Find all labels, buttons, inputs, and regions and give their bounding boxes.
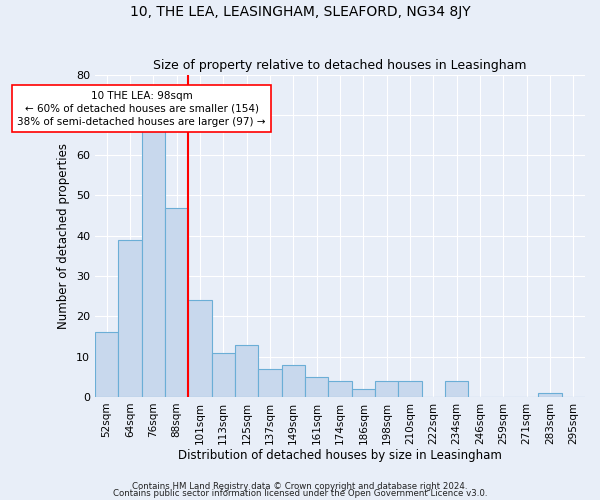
- Bar: [212, 352, 235, 397]
- Text: 10 THE LEA: 98sqm
← 60% of detached houses are smaller (154)
38% of semi-detache: 10 THE LEA: 98sqm ← 60% of detached hous…: [17, 90, 266, 127]
- Y-axis label: Number of detached properties: Number of detached properties: [58, 143, 70, 329]
- Bar: [259, 368, 281, 397]
- Bar: [142, 131, 165, 397]
- Bar: [398, 381, 422, 397]
- Bar: [95, 332, 118, 397]
- Text: Contains public sector information licensed under the Open Government Licence v3: Contains public sector information licen…: [113, 490, 487, 498]
- Bar: [188, 300, 212, 397]
- Bar: [328, 381, 352, 397]
- Text: 10, THE LEA, LEASINGHAM, SLEAFORD, NG34 8JY: 10, THE LEA, LEASINGHAM, SLEAFORD, NG34 …: [130, 5, 470, 19]
- Bar: [305, 377, 328, 397]
- Title: Size of property relative to detached houses in Leasingham: Size of property relative to detached ho…: [153, 59, 527, 72]
- Text: Contains HM Land Registry data © Crown copyright and database right 2024.: Contains HM Land Registry data © Crown c…: [132, 482, 468, 491]
- Bar: [375, 381, 398, 397]
- Bar: [538, 393, 562, 397]
- Bar: [352, 389, 375, 397]
- X-axis label: Distribution of detached houses by size in Leasingham: Distribution of detached houses by size …: [178, 450, 502, 462]
- Bar: [165, 208, 188, 397]
- Bar: [445, 381, 469, 397]
- Bar: [235, 344, 259, 397]
- Bar: [281, 364, 305, 397]
- Bar: [118, 240, 142, 397]
